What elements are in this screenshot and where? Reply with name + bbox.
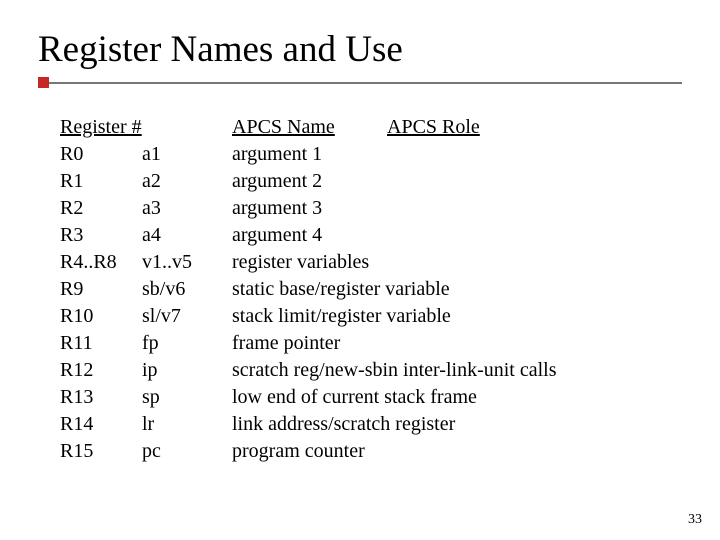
cell-name: a3 bbox=[142, 195, 232, 222]
table-row: R13 sp low end of current stack frame bbox=[60, 384, 682, 411]
table-row: R2 a3 argument 3 bbox=[60, 195, 682, 222]
table-row: R11 fp frame pointer bbox=[60, 330, 682, 357]
cell-name: pc bbox=[142, 438, 232, 465]
slide: Register Names and Use Register # APCS N… bbox=[0, 0, 720, 540]
cell-name: sp bbox=[142, 384, 232, 411]
cell-reg: R0 bbox=[60, 141, 142, 168]
cell-role: argument 1 bbox=[232, 141, 682, 168]
table-row: R9 sb/v6 static base/register variable bbox=[60, 276, 682, 303]
header-apcs-name: APCS Name bbox=[232, 114, 387, 141]
rule-line bbox=[49, 82, 682, 84]
cell-role: program counter bbox=[232, 438, 682, 465]
cell-reg: R3 bbox=[60, 222, 142, 249]
cell-name: ip bbox=[142, 357, 232, 384]
cell-role: register variables bbox=[232, 249, 682, 276]
cell-role: low end of current stack frame bbox=[232, 384, 682, 411]
cell-name: fp bbox=[142, 330, 232, 357]
cell-name: sl/v7 bbox=[142, 303, 232, 330]
cell-reg: R10 bbox=[60, 303, 142, 330]
table-row: R1 a2 argument 2 bbox=[60, 168, 682, 195]
cell-name: a2 bbox=[142, 168, 232, 195]
cell-reg: R2 bbox=[60, 195, 142, 222]
page-number: 33 bbox=[688, 512, 702, 528]
table-row: R10 sl/v7 stack limit/register variable bbox=[60, 303, 682, 330]
cell-role: argument 2 bbox=[232, 168, 682, 195]
cell-role: stack limit/register variable bbox=[232, 303, 682, 330]
cell-reg: R9 bbox=[60, 276, 142, 303]
cell-reg: R4..R8 bbox=[60, 249, 142, 276]
cell-role: link address/scratch register bbox=[232, 411, 682, 438]
cell-reg: R11 bbox=[60, 330, 142, 357]
title-rule bbox=[38, 77, 682, 88]
cell-reg: R13 bbox=[60, 384, 142, 411]
cell-reg: R14 bbox=[60, 411, 142, 438]
table-row: R14 lr link address/scratch register bbox=[60, 411, 682, 438]
table-row: R3 a4 argument 4 bbox=[60, 222, 682, 249]
cell-role: static base/register variable bbox=[232, 276, 682, 303]
table-row: R15 pc program counter bbox=[60, 438, 682, 465]
cell-reg: R12 bbox=[60, 357, 142, 384]
slide-title: Register Names and Use bbox=[38, 28, 682, 71]
cell-reg: R1 bbox=[60, 168, 142, 195]
cell-role: scratch reg/new-sbin inter-link-unit cal… bbox=[232, 357, 682, 384]
cell-name: sb/v6 bbox=[142, 276, 232, 303]
header-register: Register # bbox=[60, 114, 232, 141]
cell-role: argument 3 bbox=[232, 195, 682, 222]
table-row: R12 ip scratch reg/new-sbin inter-link-u… bbox=[60, 357, 682, 384]
cell-role: argument 4 bbox=[232, 222, 682, 249]
cell-name: a1 bbox=[142, 141, 232, 168]
table-header: Register # APCS Name APCS Role bbox=[60, 114, 682, 141]
cell-name: v1..v5 bbox=[142, 249, 232, 276]
cell-role: frame pointer bbox=[232, 330, 682, 357]
cell-reg: R15 bbox=[60, 438, 142, 465]
cell-name: lr bbox=[142, 411, 232, 438]
table-row: R0 a1 argument 1 bbox=[60, 141, 682, 168]
header-apcs-role: APCS Role bbox=[387, 114, 629, 141]
rule-square-icon bbox=[38, 77, 49, 88]
register-table: Register # APCS Name APCS Role R0 a1 arg… bbox=[38, 114, 682, 465]
table-row: R4..R8 v1..v5 register variables bbox=[60, 249, 682, 276]
cell-name: a4 bbox=[142, 222, 232, 249]
